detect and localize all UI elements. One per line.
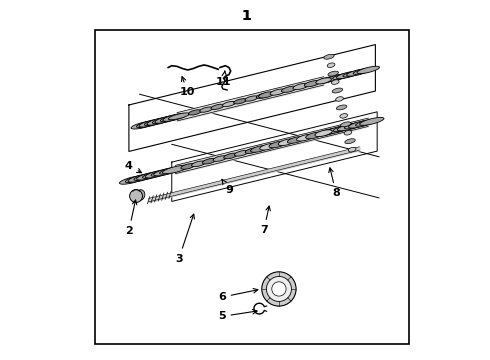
Ellipse shape xyxy=(259,92,274,98)
Ellipse shape xyxy=(145,170,171,178)
Ellipse shape xyxy=(306,132,323,139)
Ellipse shape xyxy=(316,76,339,84)
Ellipse shape xyxy=(315,129,339,136)
Ellipse shape xyxy=(281,86,297,93)
Circle shape xyxy=(267,276,292,301)
Ellipse shape xyxy=(337,123,362,131)
Text: 9: 9 xyxy=(222,179,233,195)
Ellipse shape xyxy=(332,88,343,93)
Ellipse shape xyxy=(296,134,314,141)
Ellipse shape xyxy=(344,130,352,135)
Text: 8: 8 xyxy=(329,168,340,198)
Text: 7: 7 xyxy=(260,206,270,235)
Ellipse shape xyxy=(331,80,339,84)
Text: 11: 11 xyxy=(216,71,231,87)
Text: 3: 3 xyxy=(175,214,195,264)
Text: 5: 5 xyxy=(218,310,257,321)
Ellipse shape xyxy=(250,145,268,152)
Ellipse shape xyxy=(120,176,146,184)
Ellipse shape xyxy=(341,122,351,127)
Ellipse shape xyxy=(168,113,190,120)
Ellipse shape xyxy=(147,117,171,125)
Ellipse shape xyxy=(357,66,380,73)
Ellipse shape xyxy=(125,175,148,183)
Ellipse shape xyxy=(202,158,216,164)
Ellipse shape xyxy=(337,105,347,110)
Text: 2: 2 xyxy=(125,200,137,236)
Ellipse shape xyxy=(333,125,355,132)
Ellipse shape xyxy=(137,172,163,180)
Bar xyxy=(95,30,409,344)
Ellipse shape xyxy=(343,71,363,77)
Ellipse shape xyxy=(348,120,373,128)
Ellipse shape xyxy=(360,117,384,125)
Ellipse shape xyxy=(235,150,248,156)
Ellipse shape xyxy=(287,136,305,143)
Ellipse shape xyxy=(139,119,163,127)
Text: 10: 10 xyxy=(180,77,196,98)
Ellipse shape xyxy=(256,93,270,98)
Circle shape xyxy=(272,282,286,296)
Ellipse shape xyxy=(353,68,373,75)
Ellipse shape xyxy=(337,71,359,78)
Text: 1: 1 xyxy=(242,9,252,23)
Ellipse shape xyxy=(154,167,180,176)
Ellipse shape xyxy=(234,99,247,104)
Ellipse shape xyxy=(336,97,343,101)
Ellipse shape xyxy=(326,74,349,81)
Ellipse shape xyxy=(181,163,195,169)
Text: 4: 4 xyxy=(125,161,142,173)
Text: 1: 1 xyxy=(242,9,252,23)
Ellipse shape xyxy=(326,126,350,134)
Ellipse shape xyxy=(356,119,377,126)
Ellipse shape xyxy=(340,113,347,118)
Ellipse shape xyxy=(211,104,224,109)
Ellipse shape xyxy=(328,71,339,76)
Ellipse shape xyxy=(155,115,179,123)
Ellipse shape xyxy=(315,130,332,136)
Ellipse shape xyxy=(245,148,259,153)
Ellipse shape xyxy=(160,167,182,174)
Ellipse shape xyxy=(192,161,205,167)
Ellipse shape xyxy=(344,122,366,129)
Ellipse shape xyxy=(224,153,238,159)
Ellipse shape xyxy=(145,119,166,126)
Ellipse shape xyxy=(128,174,154,182)
Ellipse shape xyxy=(345,139,355,144)
Ellipse shape xyxy=(136,190,145,200)
Ellipse shape xyxy=(245,96,258,101)
Ellipse shape xyxy=(162,165,188,174)
Ellipse shape xyxy=(324,54,334,59)
Ellipse shape xyxy=(327,63,335,67)
Ellipse shape xyxy=(131,121,155,129)
Ellipse shape xyxy=(222,102,236,107)
Ellipse shape xyxy=(160,115,182,122)
Ellipse shape xyxy=(163,113,187,121)
Circle shape xyxy=(130,190,143,203)
Ellipse shape xyxy=(136,121,158,127)
Ellipse shape xyxy=(213,156,227,161)
Ellipse shape xyxy=(348,147,356,152)
Ellipse shape xyxy=(134,173,157,180)
Ellipse shape xyxy=(322,76,342,82)
Ellipse shape xyxy=(188,110,201,115)
Ellipse shape xyxy=(304,81,320,87)
Ellipse shape xyxy=(269,141,286,148)
Ellipse shape xyxy=(260,143,277,150)
Ellipse shape xyxy=(143,171,165,179)
Circle shape xyxy=(262,272,296,306)
Ellipse shape xyxy=(200,107,213,112)
Ellipse shape xyxy=(347,69,369,76)
Ellipse shape xyxy=(278,139,295,145)
Ellipse shape xyxy=(151,169,174,176)
Text: 6: 6 xyxy=(218,288,258,302)
Ellipse shape xyxy=(270,89,286,95)
Ellipse shape xyxy=(152,117,174,123)
Ellipse shape xyxy=(322,127,343,134)
Ellipse shape xyxy=(333,73,352,80)
Ellipse shape xyxy=(293,84,309,90)
Ellipse shape xyxy=(316,78,331,84)
